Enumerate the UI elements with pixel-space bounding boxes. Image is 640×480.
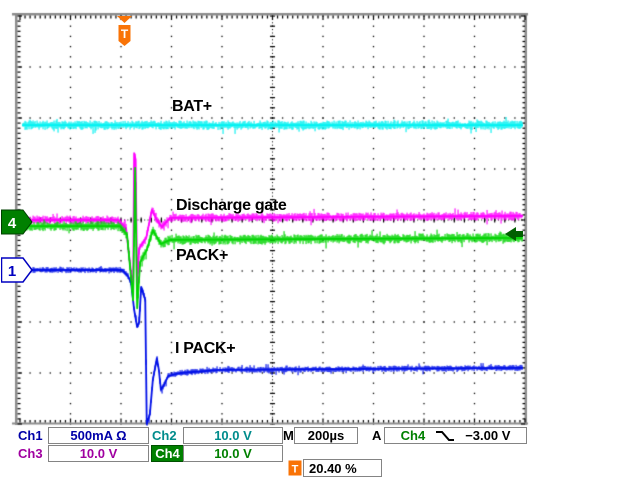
trigger-position-marker-icon: T <box>117 16 132 46</box>
ch1-ground-marker-icon: 1 <box>1 257 33 283</box>
svg-text:1: 1 <box>8 263 16 280</box>
ch1-label: Ch1 <box>18 428 43 443</box>
ch4-label-badge: Ch4 <box>151 445 184 462</box>
svg-text:4: 4 <box>8 215 17 232</box>
trigger-readout: Ch4 −3.00 V <box>384 427 527 444</box>
timebase-label: M <box>283 428 294 443</box>
ch4-ground-marker-icon: 4 <box>1 209 33 235</box>
ch3-label: Ch3 <box>18 446 43 461</box>
ch4-scale-readout: 10.0 V <box>183 445 283 462</box>
trace-label-i-pack-plus: I PACK+ <box>175 340 236 357</box>
trigger-position-readout: 20.40 % <box>303 459 382 477</box>
ch1-scale-readout: 500mA Ω <box>48 427 149 444</box>
trigger-level-value: −3.00 V <box>465 428 511 443</box>
ch2-label: Ch2 <box>152 428 177 443</box>
timebase-readout: 200µs <box>294 427 358 444</box>
trigger-position-icon: T <box>288 460 302 476</box>
trace-label-discharge-gate: Discharge gate <box>176 197 287 214</box>
ch3-scale-readout: 10.0 V <box>48 445 149 462</box>
falling-edge-icon <box>436 430 455 441</box>
svg-text:T: T <box>121 27 129 41</box>
ch2-scale-readout: 10.0 V <box>183 427 283 444</box>
svg-text:T: T <box>292 464 299 476</box>
trigger-level-marker-icon <box>505 227 523 241</box>
waveform-display <box>0 0 640 428</box>
trace-label-pack-plus: PACK+ <box>176 247 228 264</box>
acquisition-label: A <box>372 428 382 443</box>
trace-label-bat-plus: BAT+ <box>172 98 212 115</box>
trigger-source-label: Ch4 <box>400 428 426 443</box>
